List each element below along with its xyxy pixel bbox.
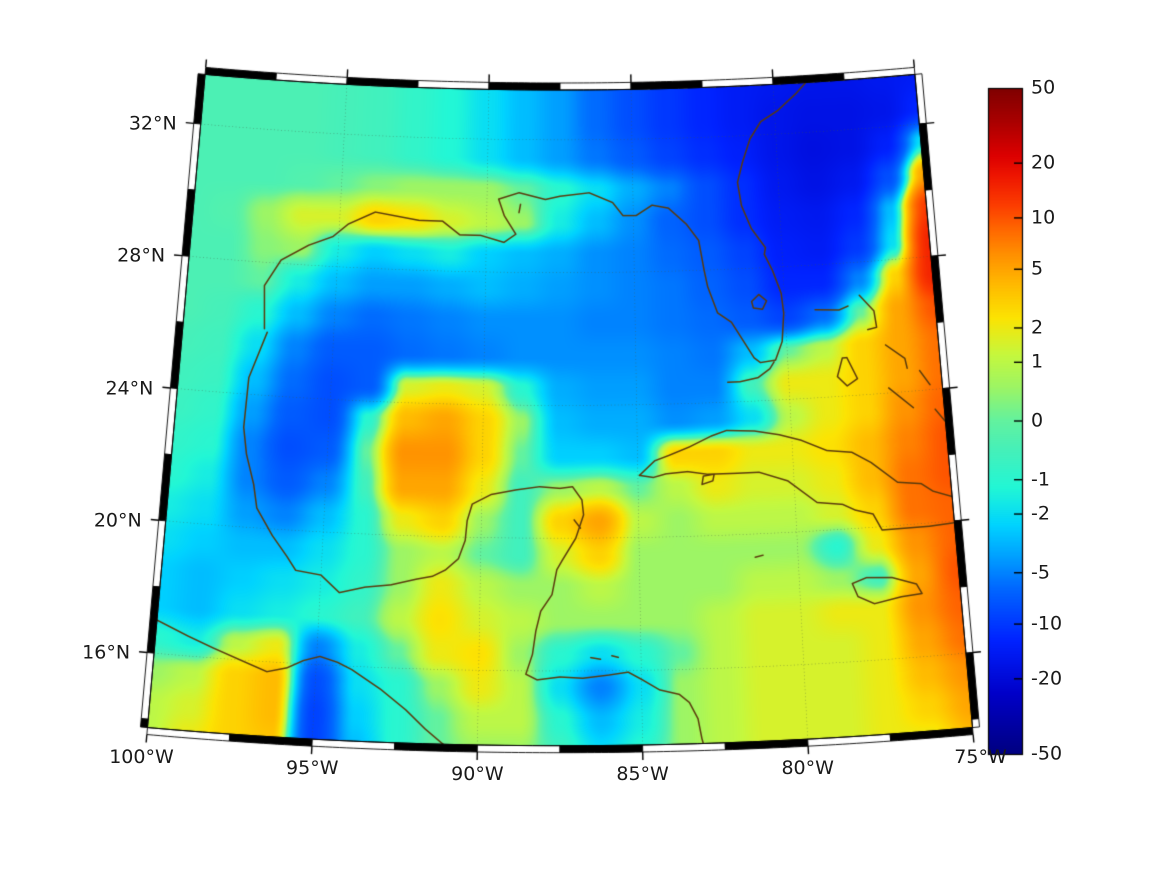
colorbar-tick-label: 20 bbox=[1031, 151, 1056, 174]
x-axis-tick-label: 80°W bbox=[781, 757, 834, 780]
colorbar-tick-label: 1 bbox=[1031, 350, 1044, 373]
colorbar-tick-label: -20 bbox=[1031, 667, 1063, 690]
y-axis-tick-label: 28°N bbox=[117, 244, 166, 267]
colorbar-tick-label: -5 bbox=[1031, 561, 1050, 584]
x-axis-tick-label: 95°W bbox=[286, 757, 339, 780]
colorbar-tick-label: 10 bbox=[1031, 206, 1056, 229]
y-axis-tick-label: 20°N bbox=[93, 509, 142, 532]
y-axis-tick-label: 32°N bbox=[128, 112, 177, 135]
y-axis-tick-label: 24°N bbox=[105, 377, 154, 400]
x-axis-tick-label: 75°W bbox=[954, 745, 1007, 768]
x-axis-tick-label: 100°W bbox=[109, 745, 174, 768]
colorbar-tick-label: 50 bbox=[1031, 76, 1056, 99]
colorbar-tick-label: 0 bbox=[1031, 409, 1044, 432]
colorbar-tick-label: -2 bbox=[1031, 502, 1050, 525]
colorbar-tick-label: -50 bbox=[1031, 742, 1063, 765]
y-axis-tick-label: 16°N bbox=[82, 641, 131, 664]
x-axis-tick-label: 85°W bbox=[616, 762, 669, 785]
colorbar-tick-label: -1 bbox=[1031, 468, 1050, 491]
x-axis-tick-label: 90°W bbox=[451, 762, 504, 785]
colorbar-tick-label: -10 bbox=[1031, 612, 1063, 635]
colorbar-tick-label: 2 bbox=[1031, 316, 1044, 339]
colorbar-tick-label: 5 bbox=[1031, 257, 1044, 280]
